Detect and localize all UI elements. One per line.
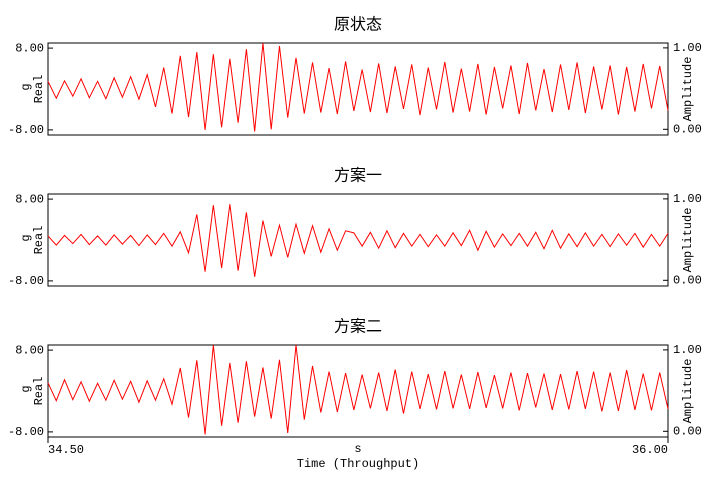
signal-line xyxy=(47,204,669,277)
y-unit: g xyxy=(19,234,33,241)
y2-axis-label: Amplitude xyxy=(681,359,695,424)
x-tick-label: 36.00 xyxy=(632,443,668,457)
y2-axis-label: Amplitude xyxy=(681,57,695,122)
y2-tick-label: 0.00 xyxy=(673,424,702,438)
y-axis-label: Real xyxy=(32,75,46,104)
y-axis-label: Real xyxy=(32,377,46,406)
x-tick-label: 34.50 xyxy=(48,443,84,457)
y-tick-label: -8.00 xyxy=(8,274,44,288)
y2-tick-label: 1.00 xyxy=(673,41,702,55)
y2-tick-label: 0.00 xyxy=(673,273,702,287)
y-unit: g xyxy=(19,83,33,90)
plot-frame xyxy=(47,193,669,287)
y2-tick-label: 0.00 xyxy=(673,122,702,136)
signal-line xyxy=(47,42,669,132)
x-unit: s xyxy=(354,442,361,456)
y2-axis-label: Amplitude xyxy=(681,208,695,273)
y2-tick-label: 1.00 xyxy=(673,192,702,206)
panel-title: 方案一 xyxy=(334,166,382,185)
signal-line xyxy=(47,344,669,435)
y-tick-label: 8.00 xyxy=(15,41,44,55)
y-tick-label: -8.00 xyxy=(8,425,44,439)
y-unit: g xyxy=(19,385,33,392)
y-tick-label: 8.00 xyxy=(15,192,44,206)
y-tick-label: 8.00 xyxy=(15,343,44,357)
y-tick-label: -8.00 xyxy=(8,123,44,137)
panel-title: 方案二 xyxy=(334,317,382,336)
panel-title: 原状态 xyxy=(334,15,382,34)
y-axis-label: Real xyxy=(32,226,46,255)
x-axis-label: Time (Throughput) xyxy=(297,457,419,471)
plot-frame xyxy=(47,42,669,136)
y2-tick-label: 1.00 xyxy=(673,343,702,357)
plot-frame xyxy=(47,344,669,438)
